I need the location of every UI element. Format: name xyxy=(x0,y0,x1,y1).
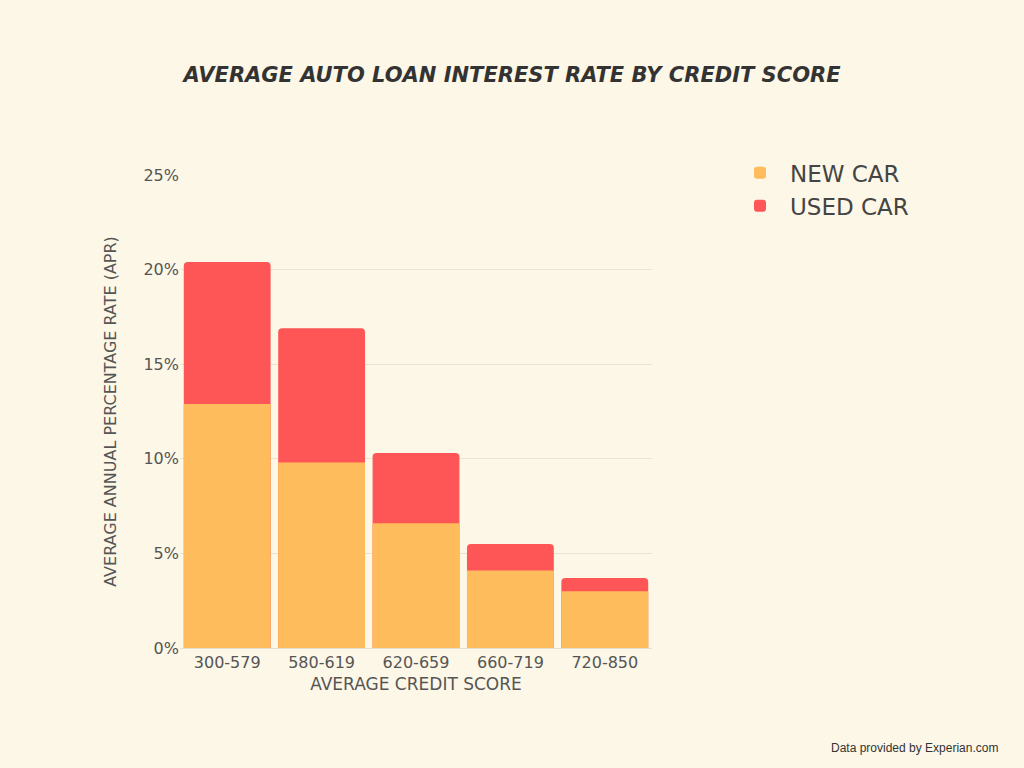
svg-text:580-619: 580-619 xyxy=(288,653,355,672)
svg-text:25%: 25% xyxy=(143,166,179,185)
svg-text:AVERAGE ANNUAL PERCENTAGE RATE: AVERAGE ANNUAL PERCENTAGE RATE (APR) xyxy=(101,236,120,587)
svg-text:300-579: 300-579 xyxy=(194,653,261,672)
svg-text:NEW CAR: NEW CAR xyxy=(790,161,900,187)
svg-text:660-719: 660-719 xyxy=(477,653,544,672)
svg-text:Data provided by Experian.com: Data provided by Experian.com xyxy=(831,741,998,755)
svg-text:10%: 10% xyxy=(143,449,179,468)
svg-text:AVERAGE CREDIT SCORE: AVERAGE CREDIT SCORE xyxy=(310,674,522,694)
svg-text:0%: 0% xyxy=(154,639,179,658)
svg-text:620-659: 620-659 xyxy=(383,653,450,672)
svg-text:5%: 5% xyxy=(154,544,179,563)
svg-text:15%: 15% xyxy=(143,355,179,374)
svg-text:AVERAGE AUTO LOAN INTEREST RAT: AVERAGE AUTO LOAN INTEREST RATE BY CREDI… xyxy=(181,63,841,87)
svg-text:USED CAR: USED CAR xyxy=(790,194,909,220)
svg-text:20%: 20% xyxy=(143,260,179,279)
svg-text:720-850: 720-850 xyxy=(571,653,638,672)
